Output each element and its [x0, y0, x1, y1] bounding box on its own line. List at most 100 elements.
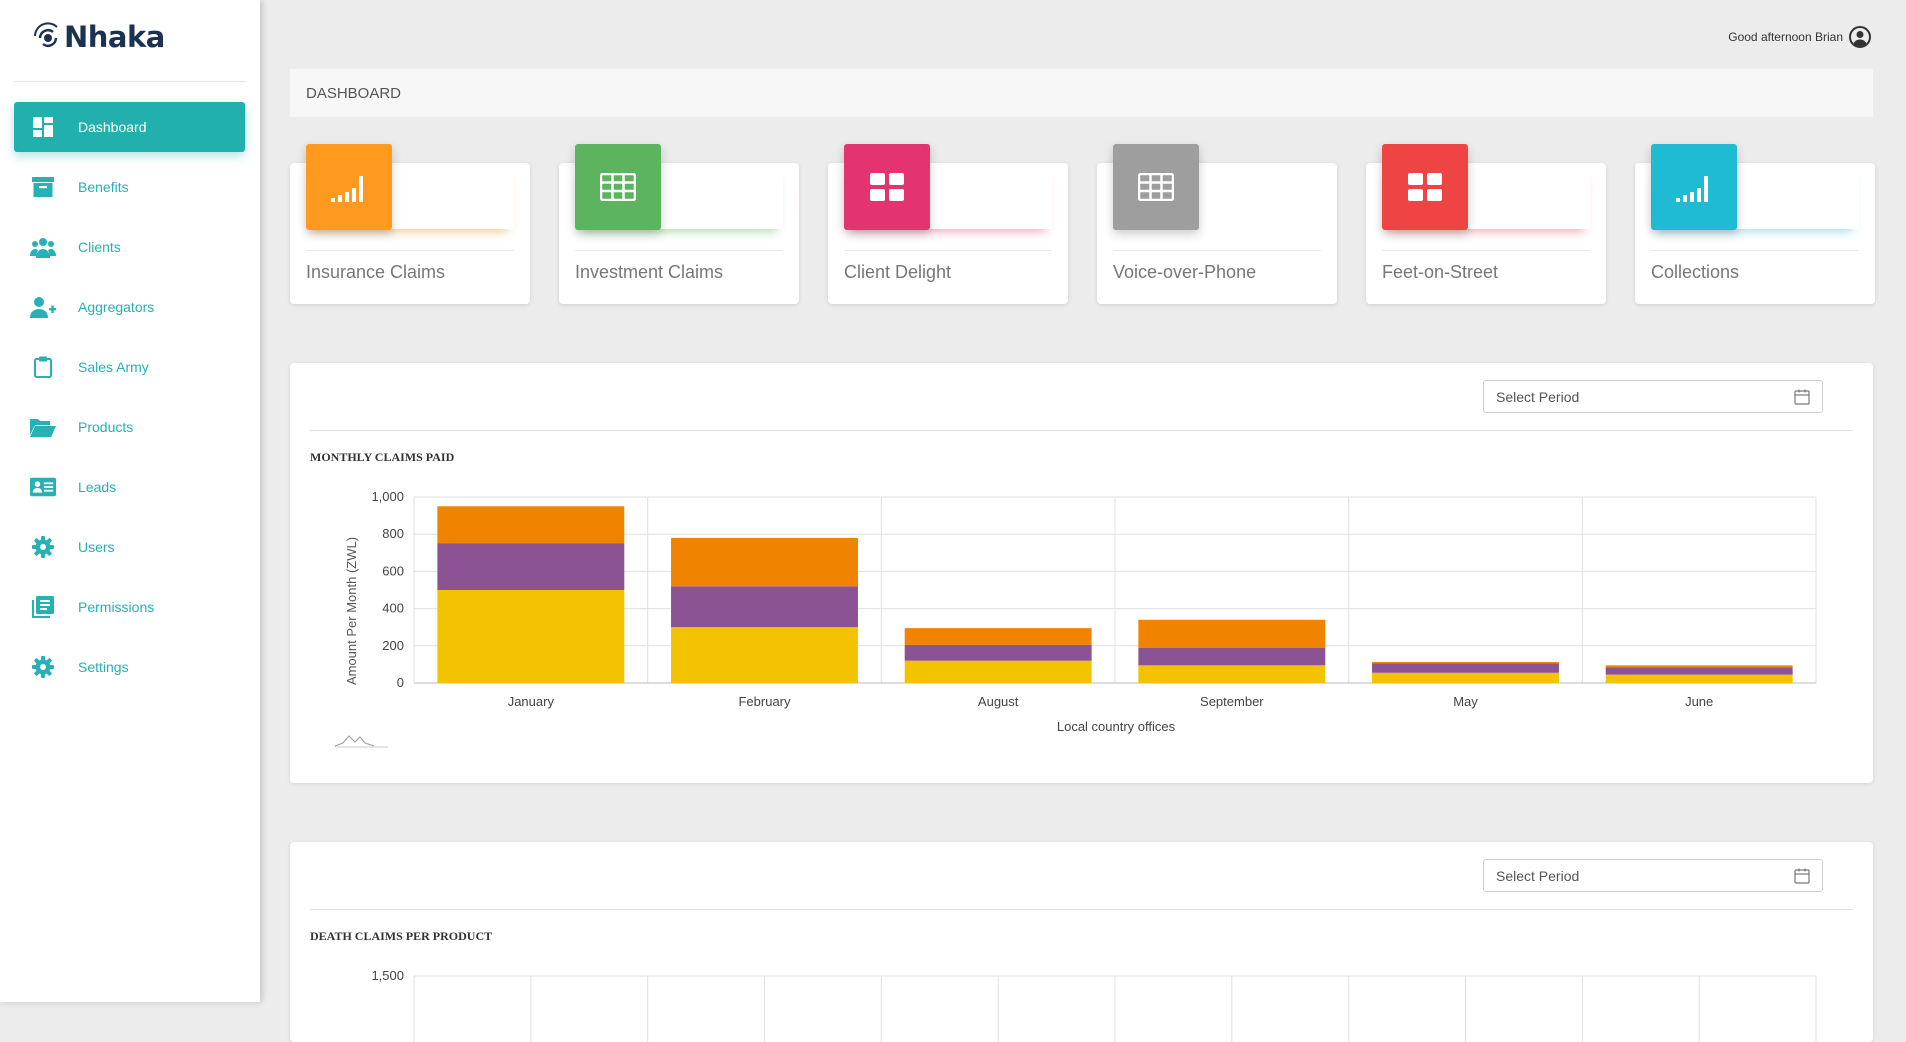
- sidebar-item-label: Sales Army: [78, 359, 149, 375]
- card-label: Voice-over-Phone: [1113, 262, 1257, 282]
- bar-segment: [1605, 674, 1793, 683]
- stat-card-insurance-claims[interactable]: Insurance Claims: [290, 144, 530, 304]
- card-divider: [306, 250, 514, 251]
- y-tick-label: 600: [382, 563, 404, 578]
- sidebar-item-users[interactable]: Users: [14, 522, 245, 572]
- x-tick-label: January: [508, 694, 555, 709]
- y-tick-label: 0: [397, 675, 404, 690]
- card-divider: [1651, 250, 1859, 251]
- sidebar-item-settings[interactable]: Settings: [14, 642, 245, 692]
- stat-card-voice-over-phone[interactable]: Voice-over-Phone: [1097, 144, 1337, 304]
- bar-segment: [904, 660, 1092, 683]
- panel-divider: [310, 430, 1853, 431]
- signal-bars-icon: [331, 176, 363, 202]
- panel-divider: [310, 909, 1853, 910]
- calendar-icon[interactable]: [1794, 868, 1810, 884]
- bar-segment: [1138, 665, 1326, 683]
- monthly-claims-chart: Amount Per Month (ZWL) Local country off…: [334, 489, 1817, 748]
- sidebar-item-label: Benefits: [78, 179, 129, 195]
- chart-title: DEATH CLAIMS PER PRODUCT: [310, 929, 493, 943]
- select-period-input[interactable]: [1494, 866, 1778, 885]
- bar-segment: [1372, 663, 1559, 673]
- sidebar-item-label: Settings: [78, 659, 129, 675]
- sidebar-item-label: Dashboard: [78, 119, 147, 135]
- y-tick-label: 200: [382, 638, 404, 653]
- grid-table-icon: [1138, 173, 1174, 201]
- sidebar-item-products[interactable]: Products: [14, 402, 245, 452]
- sidebar-item-label: Users: [78, 539, 115, 555]
- card-label: Collections: [1651, 262, 1740, 282]
- card-divider: [844, 250, 1052, 251]
- card-divider: [1382, 250, 1590, 251]
- dashboard-tiles-icon: [1408, 173, 1442, 201]
- add-user-icon: [30, 294, 56, 320]
- death-claims-chart: 1,500: [371, 968, 1817, 1042]
- page-title-bar: DASHBOARD: [290, 69, 1873, 117]
- sidebar-item-label: Products: [78, 419, 134, 435]
- stat-card-collections[interactable]: Collections: [1635, 144, 1875, 304]
- sidebar-item-clients[interactable]: Clients: [14, 222, 245, 272]
- sidebar-item-sales-army[interactable]: Sales Army: [14, 342, 245, 392]
- app-logo[interactable]: Nhaka: [33, 20, 165, 54]
- sidebar-item-aggregators[interactable]: Aggregators: [14, 282, 245, 332]
- sidebar-item-label: Leads: [78, 479, 117, 495]
- death-claims-panel: DEATH CLAIMS PER PRODUCT 1,500: [290, 842, 1873, 1042]
- card-label: Client Delight: [844, 262, 952, 282]
- card-label: Investment Claims: [575, 262, 724, 282]
- sidebar-item-benefits[interactable]: Benefits: [14, 162, 245, 212]
- sidebar-item-permissions[interactable]: Permissions: [14, 582, 245, 632]
- card-icon-box: [1382, 144, 1468, 230]
- bar-segment: [437, 506, 625, 544]
- stat-card-client-delight[interactable]: Client Delight: [828, 144, 1068, 304]
- dashboard-icon: [30, 114, 56, 140]
- bar-segment: [904, 644, 1092, 661]
- sidebar-item-label: Clients: [78, 239, 121, 255]
- bar-segment: [1605, 665, 1793, 668]
- sidebar-item-label: Permissions: [78, 599, 155, 615]
- calendar-icon[interactable]: [1794, 389, 1810, 405]
- bar-segment: [1138, 619, 1326, 648]
- bar-segment: [1372, 672, 1559, 683]
- stat-card-investment-claims[interactable]: Investment Claims: [559, 144, 799, 304]
- card-icon-box: [1113, 144, 1199, 230]
- dashboard-tiles-icon: [870, 173, 904, 201]
- monthly-claims-panel: MONTHLY CLAIMS PAID Amount Per Month (ZW…: [290, 363, 1873, 783]
- bar-segment: [671, 627, 858, 683]
- y-tick-label: 1,000: [371, 489, 404, 504]
- user-greeting[interactable]: Good afternoon Brian: [1728, 26, 1871, 48]
- gear-icon: [30, 534, 56, 560]
- signal-bars-icon: [1676, 176, 1708, 202]
- sidebar-item-dashboard[interactable]: Dashboard: [14, 102, 245, 152]
- grid-table-icon: [600, 173, 636, 201]
- card-icon-box: [575, 144, 661, 230]
- select-period-field[interactable]: [1483, 859, 1823, 892]
- archive-box-icon: [30, 174, 56, 200]
- sidebar-divider: [14, 81, 246, 82]
- y-axis-label-group: Amount Per Month (ZWL): [344, 537, 359, 685]
- gear-icon: [30, 654, 56, 680]
- sidebar-item-leads[interactable]: Leads: [14, 462, 245, 512]
- bar-segment: [437, 543, 625, 590]
- select-period-input[interactable]: [1494, 387, 1778, 406]
- clipboard-icon: [30, 354, 56, 380]
- card-label: Insurance Claims: [306, 262, 446, 282]
- y-axis-label: Amount Per Month (ZWL): [344, 537, 359, 685]
- id-card-icon: [30, 474, 56, 500]
- folder-open-icon: [30, 414, 56, 440]
- card-label: Feet-on-Street: [1382, 262, 1499, 282]
- x-tick-label: May: [1453, 694, 1478, 709]
- x-tick-label: September: [1200, 694, 1264, 709]
- sidebar-nav: Dashboard Benefits Clients Aggregators S…: [14, 102, 245, 702]
- y-tick-label: 1,500: [371, 968, 404, 983]
- card-divider: [1113, 250, 1321, 251]
- sidebar-item-label: Aggregators: [78, 299, 155, 315]
- y-tick-label: 400: [382, 601, 404, 616]
- stat-card-feet-on-street[interactable]: Feet-on-Street: [1366, 144, 1606, 304]
- x-tick-label: February: [738, 694, 791, 709]
- bar-segment: [1605, 667, 1793, 675]
- select-period-field[interactable]: [1483, 380, 1823, 413]
- nhaka-logo-icon: [34, 22, 58, 47]
- page-title: DASHBOARD: [306, 84, 402, 102]
- people-icon: [30, 234, 56, 260]
- bar-segment: [437, 590, 625, 683]
